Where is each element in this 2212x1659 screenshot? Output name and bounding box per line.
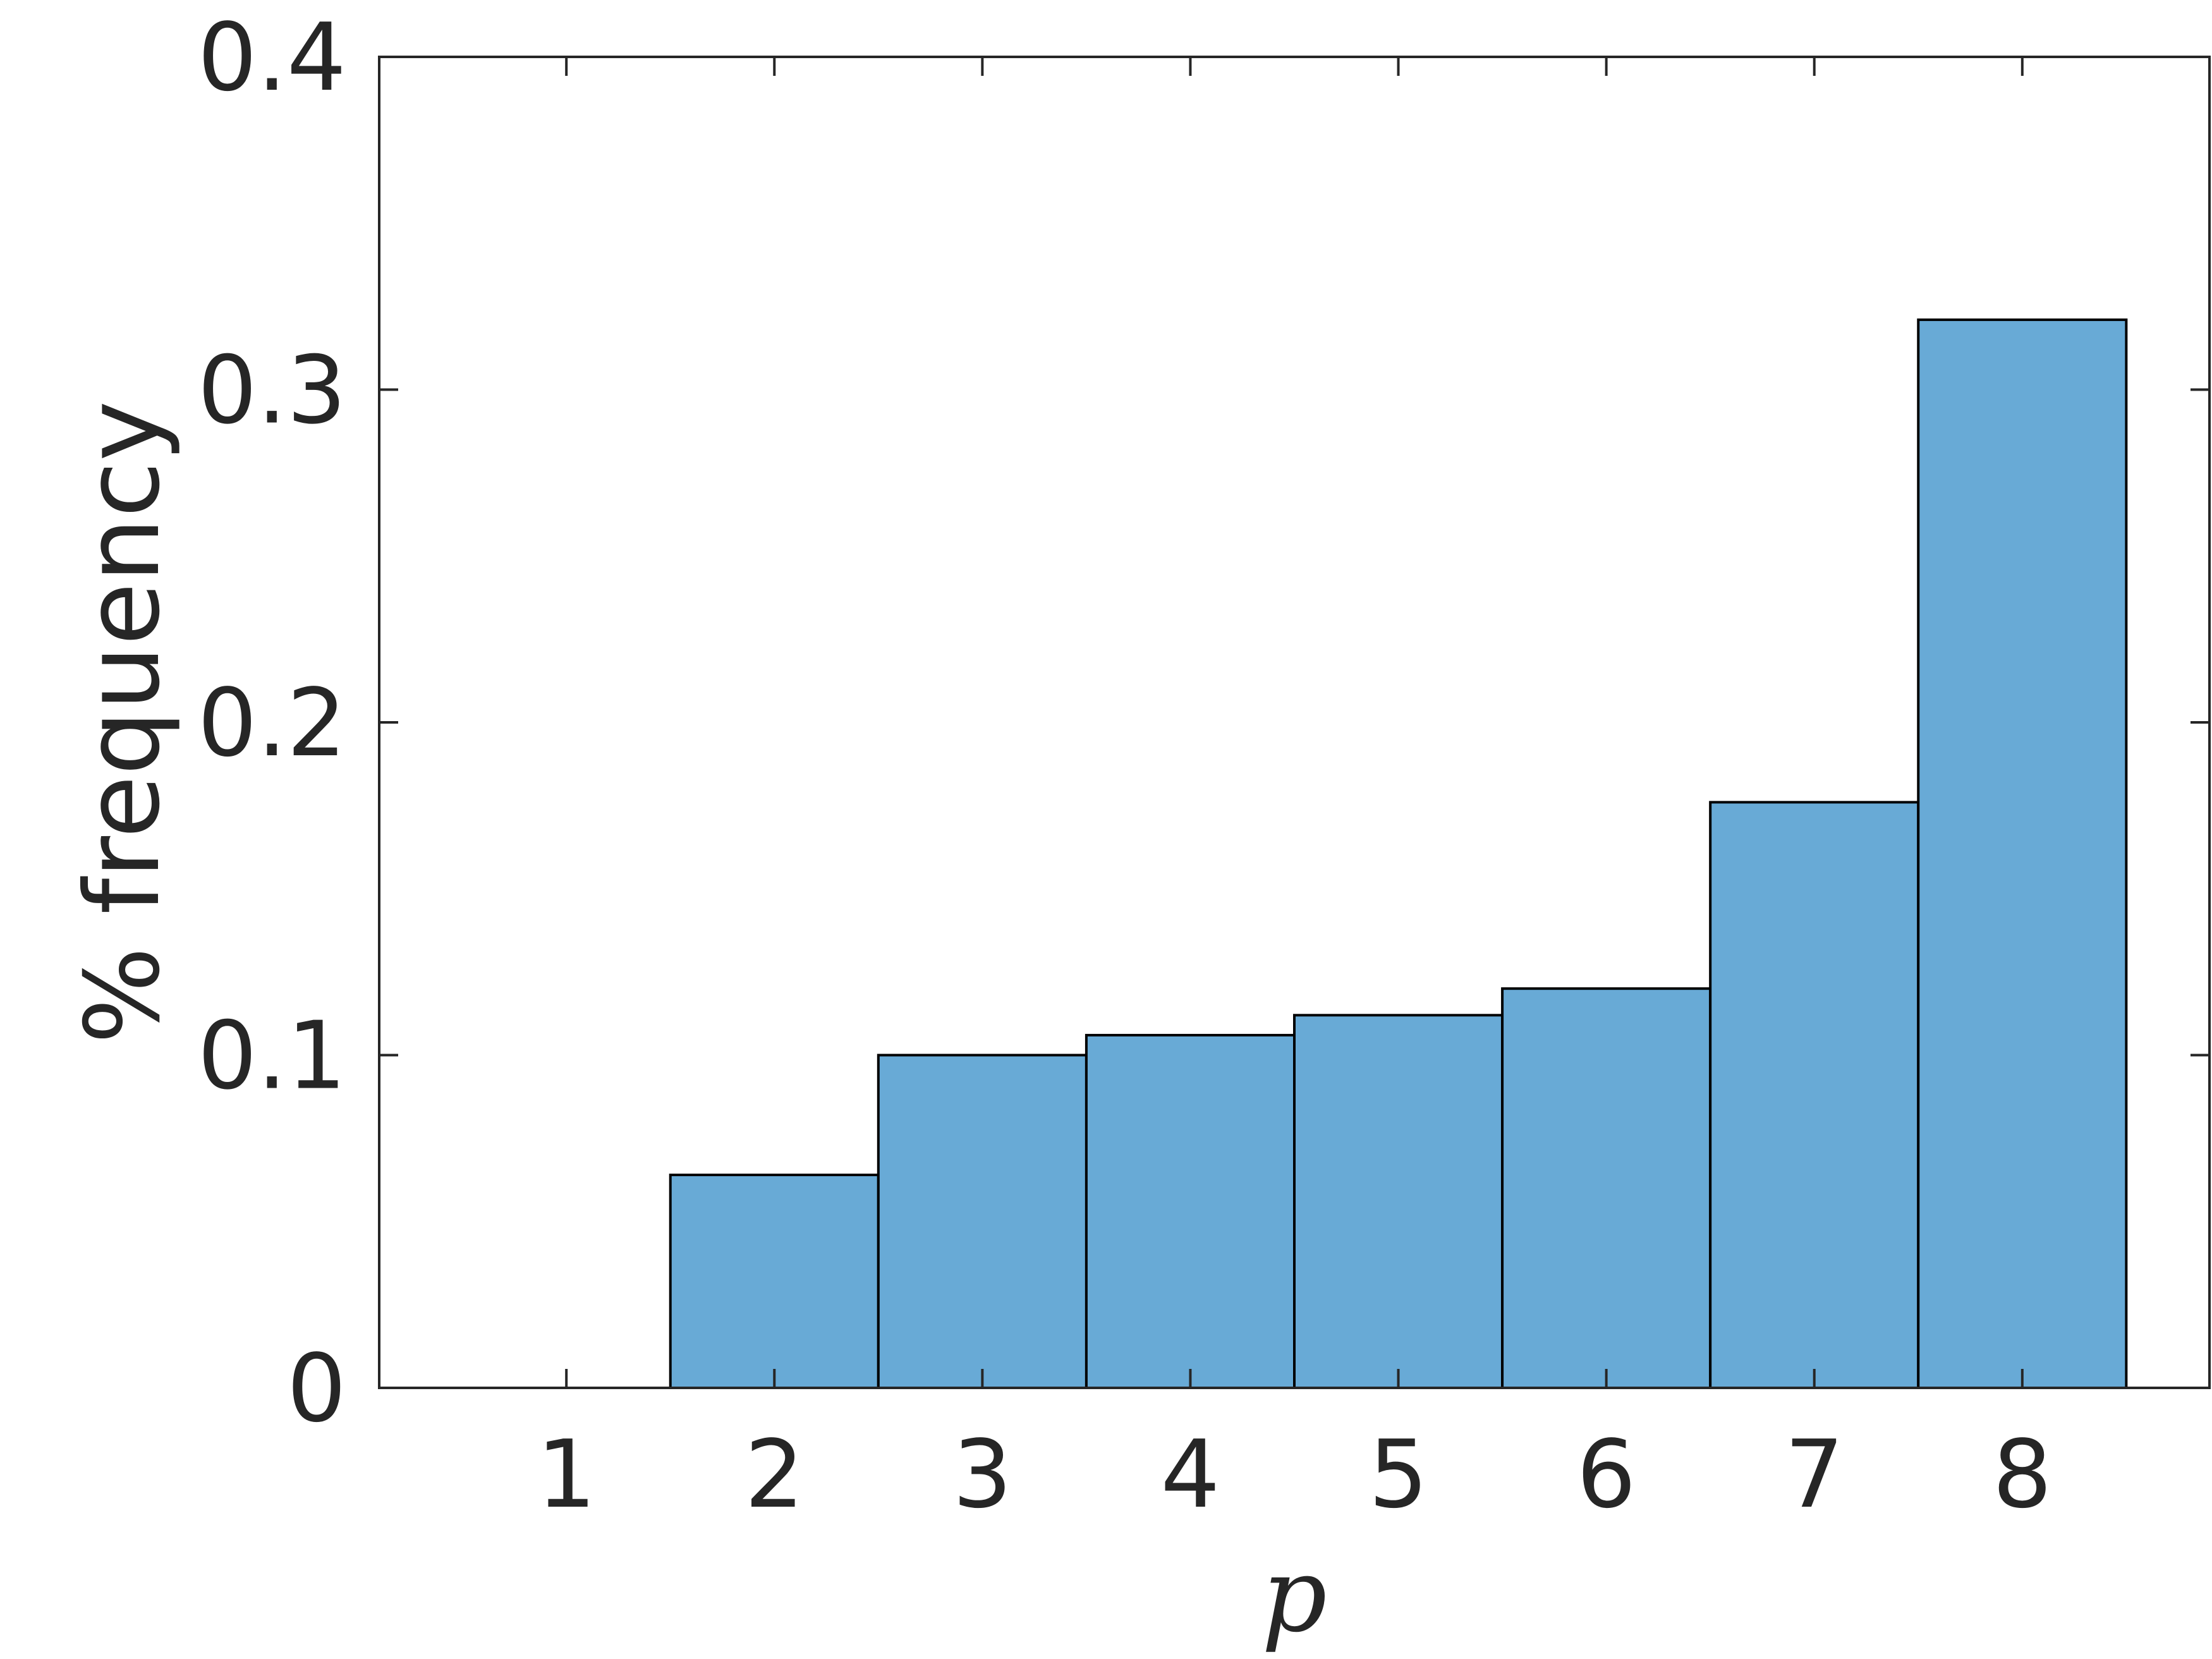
x-tick-label-7: 7 <box>1785 1420 1844 1529</box>
x-axis-title: p <box>1261 1536 1327 1655</box>
bar-2 <box>669 1174 880 1390</box>
bar-7 <box>1709 801 1920 1389</box>
y-tick-label-0.4: 0.4 <box>198 3 346 112</box>
x-tick-label-4: 4 <box>1160 1420 1220 1529</box>
y-axis-title: % frequency <box>64 401 183 1044</box>
x-tick-label-2: 2 <box>744 1420 804 1529</box>
bar-3 <box>877 1054 1088 1389</box>
bar-4 <box>1085 1033 1296 1390</box>
y-tick-labels: 0 0.1 0.2 0.3 0.4 <box>198 3 346 1443</box>
y-tick-label-0: 0 <box>287 1334 346 1443</box>
bars-group <box>669 318 2128 1390</box>
y-tick-label-0.1: 0.1 <box>198 1002 346 1110</box>
x-tick-label-5: 5 <box>1368 1420 1428 1529</box>
x-tick-label-1: 1 <box>537 1420 596 1529</box>
bar-5 <box>1293 1014 1504 1389</box>
bar-8 <box>1917 318 2128 1389</box>
x-tick-labels: 1 2 3 4 5 6 7 8 <box>537 1420 2052 1529</box>
y-tick-label-0.2: 0.2 <box>198 669 346 777</box>
x-tick-label-6: 6 <box>1577 1420 1636 1529</box>
y-tick-label-0.3: 0.3 <box>198 336 346 445</box>
bar-6 <box>1501 987 1712 1389</box>
x-tick-label-8: 8 <box>1993 1420 2052 1529</box>
x-tick-label-3: 3 <box>952 1420 1012 1529</box>
plot-frame <box>378 56 2211 1389</box>
